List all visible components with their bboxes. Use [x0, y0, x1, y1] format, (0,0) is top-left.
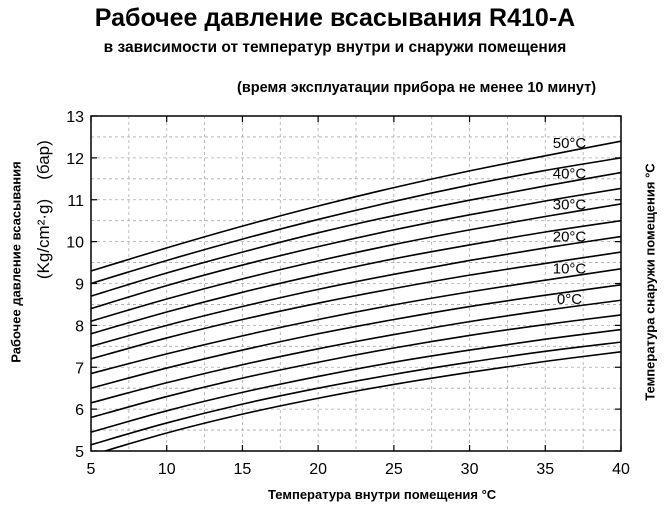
y-tick-label: 12	[66, 151, 84, 168]
series-label-50: 50°С	[553, 135, 587, 152]
series-line	[91, 328, 621, 433]
series-line-20	[91, 235, 621, 348]
series-label-0: 0°С	[557, 291, 582, 308]
y-tick-label: 7	[75, 360, 84, 377]
series-line	[91, 251, 621, 360]
x-tick-label: 10	[158, 461, 176, 478]
series-line-50	[91, 140, 621, 272]
series-label-10: 10°С	[553, 261, 587, 278]
series-line	[91, 283, 621, 389]
chart-title: Рабочее давление всасывания R410-A	[94, 4, 576, 32]
series-line	[102, 350, 621, 451]
series-line	[91, 219, 621, 335]
series-line	[91, 314, 621, 419]
y-tick-label: 11	[67, 193, 84, 210]
y-tick-label: 8	[75, 318, 84, 335]
x-tick-label: 20	[309, 461, 327, 478]
x-axis-label: Температура внутри помещения °С	[268, 487, 497, 502]
y-tick-label: 13	[66, 109, 84, 126]
y-tick-label: 5	[75, 444, 84, 461]
x-tick-label: 15	[234, 461, 252, 478]
x-tick-label: 25	[385, 461, 403, 478]
x-tick-label: 40	[612, 461, 630, 478]
grid	[91, 116, 621, 451]
chart-subtitle: в зависимости от температур внутри и сна…	[103, 39, 567, 56]
chart-note: (время эксплуатации прибора не менее 10 …	[237, 80, 597, 96]
series-line	[91, 187, 621, 310]
series-line	[91, 341, 621, 446]
series-line-0	[91, 299, 621, 404]
series-line	[91, 157, 621, 285]
y-tick-label: 6	[75, 402, 84, 419]
y-tick-label: 10	[66, 235, 84, 252]
series-line-10	[91, 268, 621, 375]
x-tick-label: 30	[461, 461, 479, 478]
series-label-40: 40°С	[553, 166, 587, 183]
series-labels: 50°С 40°С 30°С 20°С 10°С 0°С	[553, 135, 587, 308]
series-label-30: 30°С	[553, 196, 587, 213]
x-tick-label: 35	[536, 461, 554, 478]
series-label-20: 20°С	[553, 228, 587, 245]
x-tick-label: 5	[87, 461, 96, 478]
y-tick-label: 9	[75, 277, 84, 294]
tick-labels: 5 6 7 8 9 10 11 12 13 5 10 15 20 25 30 35 40	[66, 109, 630, 478]
series-line-40	[91, 171, 621, 297]
series-line-30	[91, 203, 621, 322]
series-lines	[91, 140, 621, 451]
